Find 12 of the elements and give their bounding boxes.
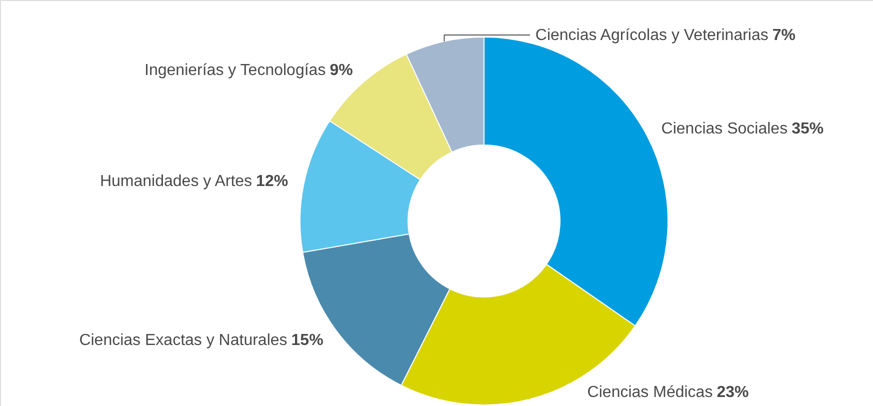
slice-label: Ciencias Exactas y Naturales bbox=[79, 332, 288, 350]
data-label: 9% bbox=[330, 62, 353, 80]
data-label: 12% bbox=[256, 172, 288, 190]
slice-label: Ingenierías y Tecnologías bbox=[144, 62, 326, 80]
data-label: 15% bbox=[291, 332, 324, 350]
data-label: 35% bbox=[792, 120, 824, 138]
slice-label: Humanidades y Artes bbox=[100, 172, 252, 190]
slice-label: Ciencias Agrícolas y Veterinarias bbox=[535, 27, 768, 44]
slice-label: Ciencias Médicas bbox=[587, 384, 713, 401]
data-label: 7% bbox=[772, 27, 796, 44]
slice-label: Ciencias Sociales bbox=[661, 120, 788, 138]
data-label: 23% bbox=[716, 384, 749, 401]
